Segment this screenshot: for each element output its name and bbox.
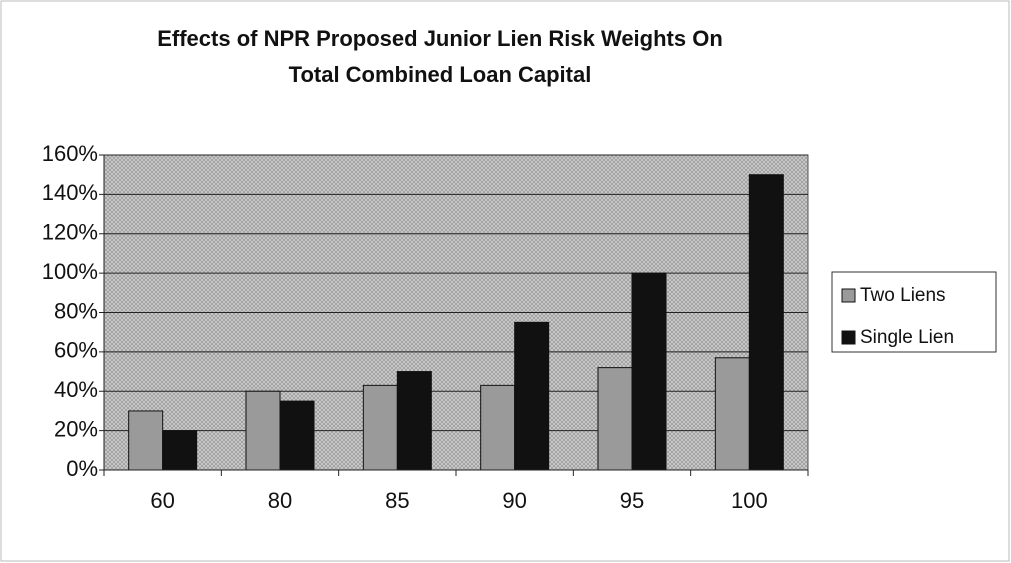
bar [597, 367, 633, 471]
bar [714, 357, 750, 471]
bar [162, 430, 198, 471]
x-tick-label: 95 [620, 488, 644, 513]
bar [245, 390, 281, 471]
bar [514, 321, 550, 471]
y-tick-label: 140% [42, 180, 98, 205]
y-tick-label: 80% [54, 298, 98, 323]
y-tick-label: 120% [42, 220, 98, 245]
y-tick-label: 60% [54, 338, 98, 363]
y-tick-label: 40% [54, 377, 98, 402]
legend-label: Single Lien [860, 327, 954, 348]
bar [748, 174, 784, 471]
y-tick-label: 160% [42, 141, 98, 166]
y-tick-label: 20% [54, 416, 98, 441]
legend-swatch [841, 330, 856, 345]
bar [362, 384, 398, 471]
x-tick-label: 100 [731, 488, 768, 513]
bar [279, 400, 315, 471]
y-tick-label: 100% [42, 259, 98, 284]
legend-label: Two Liens [860, 285, 946, 306]
bar [480, 384, 516, 471]
bar [396, 371, 432, 471]
chart-title: Total Combined Loan Capital [289, 62, 592, 87]
legend-swatch [841, 288, 856, 303]
chart-title: Effects of NPR Proposed Junior Lien Risk… [157, 26, 723, 51]
x-tick-label: 85 [385, 488, 409, 513]
y-tick-label: 0% [66, 456, 98, 481]
bar [631, 272, 667, 471]
legend-box [831, 271, 997, 353]
x-tick-label: 60 [150, 488, 174, 513]
x-tick-label: 90 [502, 488, 526, 513]
x-tick-label: 80 [268, 488, 292, 513]
bar [128, 410, 164, 471]
